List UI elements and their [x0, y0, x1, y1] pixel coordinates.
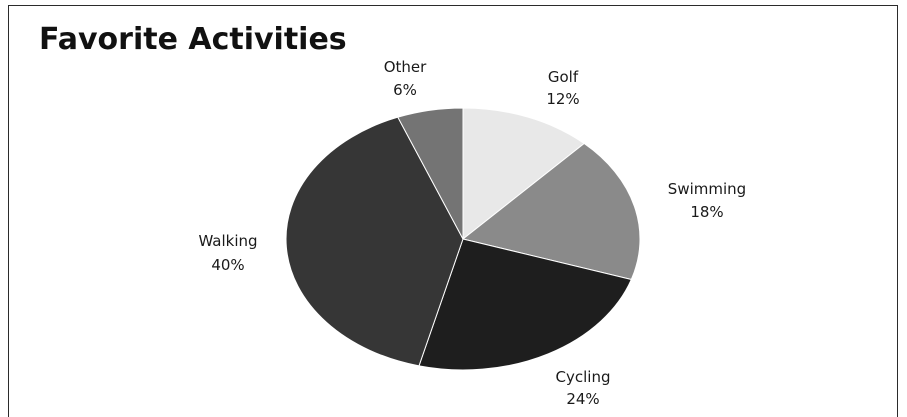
chart-title: Favorite Activities — [39, 22, 347, 57]
slice-value-swimming: 18% — [690, 203, 723, 221]
pie-slice-swimming — [461, 142, 641, 281]
slice-label-cycling: Cycling — [556, 368, 611, 386]
pie-slice-walking — [285, 116, 464, 367]
slice-value-walking: 40% — [211, 256, 244, 274]
slice-label-walking: Walking — [198, 232, 257, 250]
slice-label-other: Other — [384, 58, 427, 76]
pie-slice-cycling — [418, 238, 633, 371]
pie-labels: Golf 12% Swimming 18% Cycling 24% Walking 40% Ot… — [198, 58, 746, 408]
slice-value-cycling: 24% — [566, 390, 599, 408]
slice-label-swimming: Swimming — [668, 180, 746, 198]
pie-slices — [285, 107, 641, 371]
slice-label-golf: Golf — [548, 68, 579, 86]
pie-slice-other — [397, 107, 464, 240]
slice-value-other: 6% — [393, 81, 417, 99]
slice-value-golf: 12% — [546, 90, 579, 108]
pie-slice-golf — [462, 107, 585, 241]
